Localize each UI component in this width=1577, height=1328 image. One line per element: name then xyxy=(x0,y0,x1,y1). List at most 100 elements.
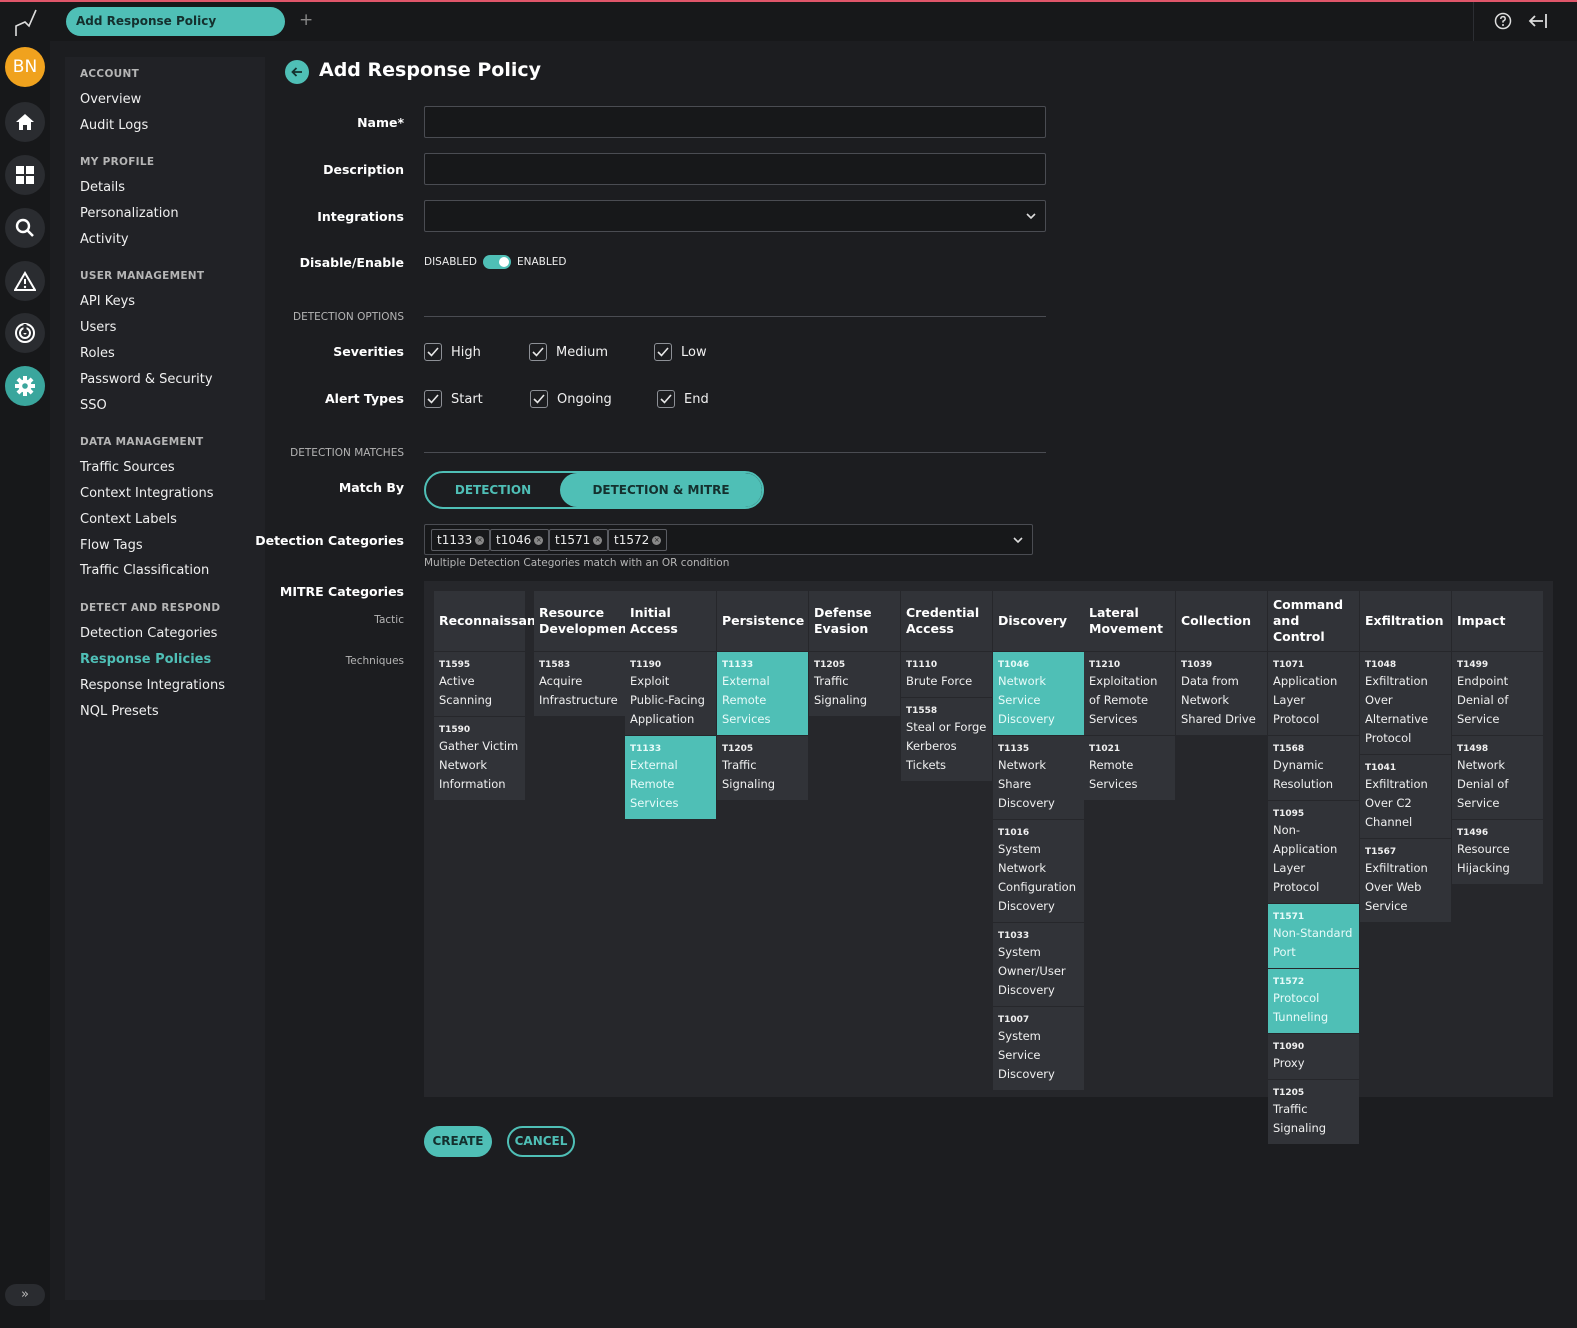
technique-id: T1133 xyxy=(722,660,754,670)
sidebar-item-details[interactable]: Details xyxy=(80,180,126,195)
technique-cell[interactable]: T1039 Data from Network Shared Drive xyxy=(1176,652,1267,735)
technique-cell[interactable]: T1016 System Network Configuration Discov… xyxy=(993,820,1084,922)
search-button[interactable] xyxy=(5,208,45,248)
category-chip[interactable]: t1572 × xyxy=(608,529,668,551)
help-icon[interactable] xyxy=(1494,12,1512,30)
chip-label: t1133 xyxy=(437,533,473,547)
remove-chip-icon[interactable]: × xyxy=(652,535,662,545)
sidebar-item-traffic-classification[interactable]: Traffic Classification xyxy=(80,563,210,578)
remove-chip-icon[interactable]: × xyxy=(593,535,603,545)
name-input[interactable] xyxy=(424,106,1046,138)
expand-sidebar-button[interactable]: » xyxy=(5,1284,45,1306)
technique-cell[interactable]: T1568 Dynamic Resolution xyxy=(1268,736,1359,800)
sidebar-item-response-integrations[interactable]: Response Integrations xyxy=(80,678,225,693)
technique-cell[interactable]: T1558 Steal or Forge Kerberos Tickets xyxy=(901,698,992,781)
technique-id: T1071 xyxy=(1273,660,1305,670)
sidebar-item-api-keys[interactable]: API Keys xyxy=(80,294,136,309)
sidebar-item-response-policies[interactable]: Response Policies xyxy=(80,652,212,667)
severity-high-checkbox[interactable]: High xyxy=(424,343,481,361)
technique-cell[interactable]: T1567 Exfiltration Over Web Service xyxy=(1360,839,1451,922)
avatar[interactable]: BN xyxy=(5,47,45,87)
description-input[interactable] xyxy=(424,153,1046,185)
technique-cell[interactable]: T1571 Non-Standard Port xyxy=(1268,904,1359,968)
category-chip[interactable]: t1571 × xyxy=(549,529,609,551)
dashboard-button[interactable] xyxy=(5,155,45,195)
technique-cell[interactable]: T1048 Exfiltration Over Alternative Proto… xyxy=(1360,652,1451,754)
technique-cell[interactable]: T1498 Network Denial of Service xyxy=(1452,736,1543,819)
create-button[interactable]: CREATE xyxy=(424,1126,492,1157)
sidebar-item-traffic-sources[interactable]: Traffic Sources xyxy=(80,460,175,475)
technique-cell[interactable]: T1595 Active Scanning xyxy=(434,652,525,716)
sidebar-item-roles[interactable]: Roles xyxy=(80,346,115,361)
remove-chip-icon[interactable]: × xyxy=(534,535,544,545)
technique-cell[interactable]: T1190 Exploit Public-Facing Application xyxy=(625,652,716,735)
sidebar-item-context-labels[interactable]: Context Labels xyxy=(80,512,177,527)
match-detection-models-option[interactable]: DETECTION MODELS xyxy=(454,483,532,497)
sidebar-item-users[interactable]: Users xyxy=(80,320,117,335)
alert-start-checkbox[interactable]: Start xyxy=(424,390,483,408)
technique-cell[interactable]: T1572 Protocol Tunneling xyxy=(1268,969,1359,1033)
sidebar-item-audit-logs[interactable]: Audit Logs xyxy=(80,118,149,133)
chevron-down-icon[interactable] xyxy=(1012,534,1024,546)
category-chip[interactable]: t1133 × xyxy=(431,529,491,551)
sidebar-item-personalization[interactable]: Personalization xyxy=(80,206,179,221)
sidebar-item-overview[interactable]: Overview xyxy=(80,92,142,107)
app-logo-icon[interactable] xyxy=(13,8,39,38)
sidebar-item-flow-tags[interactable]: Flow Tags xyxy=(80,538,143,553)
severity-low-checkbox[interactable]: Low xyxy=(654,343,707,361)
sidebar-item-nql-presets[interactable]: NQL Presets xyxy=(80,704,159,719)
sidebar-item-password-security[interactable]: Password & Security xyxy=(80,372,213,387)
tactic-header: Impact xyxy=(1452,591,1543,651)
alert-ongoing-checkbox[interactable]: Ongoing xyxy=(530,390,612,408)
severity-medium-checkbox[interactable]: Medium xyxy=(529,343,608,361)
sidebar-item-detection-categories[interactable]: Detection Categories xyxy=(80,626,218,641)
technique-cell[interactable]: T1210 Exploitation of Remote Services xyxy=(1084,652,1175,735)
integrations-select[interactable] xyxy=(424,200,1046,232)
match-by-toggle: DETECTION MODELS DETECTION & MITRE CATEG… xyxy=(424,471,764,509)
back-button[interactable] xyxy=(285,60,309,84)
technique-cell[interactable]: T1205 Traffic Signaling xyxy=(1268,1080,1359,1144)
checkbox-box xyxy=(657,390,675,408)
category-chip[interactable]: t1046 × xyxy=(490,529,550,551)
mitre-categories-label: MITRE Categories xyxy=(279,584,404,599)
technique-cell[interactable]: T1021 Remote Services xyxy=(1084,736,1175,800)
match-mitre-categories-option[interactable]: DETECTION & MITRE CATEGORIES xyxy=(560,473,762,507)
remove-chip-icon[interactable]: × xyxy=(475,535,485,545)
technique-cell[interactable]: T1007 System Service Discovery xyxy=(993,1007,1084,1090)
technique-cell[interactable]: T1135 Network Share Discovery xyxy=(993,736,1084,819)
technique-cell[interactable]: T1110 Brute Force xyxy=(901,652,992,697)
technique-name: Dynamic Resolution xyxy=(1273,758,1334,791)
new-tab-button[interactable]: + xyxy=(299,10,314,30)
chip-label: t1046 xyxy=(496,533,532,547)
technique-cell[interactable]: T1133 External Remote Services xyxy=(717,652,808,735)
technique-cell[interactable]: T1046 Network Service Discovery xyxy=(993,652,1084,735)
radar-button[interactable] xyxy=(5,313,45,353)
home-button[interactable] xyxy=(5,102,45,142)
sidebar-item-sso[interactable]: SSO xyxy=(80,398,107,413)
sidebar-item-activity[interactable]: Activity xyxy=(80,232,129,247)
technique-cell[interactable]: T1090 Proxy xyxy=(1268,1034,1359,1079)
technique-name: System Owner/User Discovery xyxy=(998,945,1066,997)
technique-cell[interactable]: T1205 Traffic Signaling xyxy=(717,736,808,800)
technique-id: T1571 xyxy=(1273,912,1305,922)
technique-name: Network Share Discovery xyxy=(998,758,1055,810)
technique-cell[interactable]: T1041 Exfiltration Over C2 Channel xyxy=(1360,755,1451,838)
enable-toggle[interactable] xyxy=(483,255,511,269)
collapse-panel-icon[interactable] xyxy=(1528,12,1548,30)
settings-button[interactable] xyxy=(5,366,45,406)
technique-cell[interactable]: T1095 Non-Application Layer Protocol xyxy=(1268,801,1359,903)
sidebar-item-context-integrations[interactable]: Context Integrations xyxy=(80,486,214,501)
technique-cell[interactable]: T1583 Acquire Infrastructure xyxy=(534,652,625,716)
technique-cell[interactable]: T1499 Endpoint Denial of Service xyxy=(1452,652,1543,735)
detection-categories-select[interactable]: t1133 × t1046 × t1571 × t1572 × xyxy=(424,524,1033,555)
technique-cell[interactable]: T1071 Application Layer Protocol xyxy=(1268,652,1359,735)
technique-cell[interactable]: T1590 Gather Victim Network Information xyxy=(434,717,525,800)
alerts-button[interactable] xyxy=(5,261,45,301)
tab-add-response-policy[interactable]: Add Response Policy xyxy=(66,7,285,36)
alert-end-checkbox[interactable]: End xyxy=(657,390,709,408)
technique-cell[interactable]: T1496 Resource Hijacking xyxy=(1452,820,1543,884)
technique-cell[interactable]: T1033 System Owner/User Discovery xyxy=(993,923,1084,1006)
cancel-button[interactable]: CANCEL xyxy=(507,1126,575,1157)
technique-cell[interactable]: T1133 External Remote Services xyxy=(625,736,716,819)
technique-cell[interactable]: T1205 Traffic Signaling xyxy=(809,652,900,716)
